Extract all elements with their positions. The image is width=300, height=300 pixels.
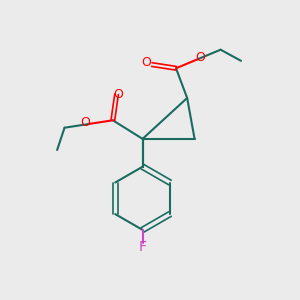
Text: O: O — [141, 56, 151, 69]
Text: F: F — [139, 240, 147, 254]
Text: O: O — [80, 116, 90, 129]
Text: O: O — [195, 51, 205, 64]
Text: O: O — [113, 88, 123, 101]
